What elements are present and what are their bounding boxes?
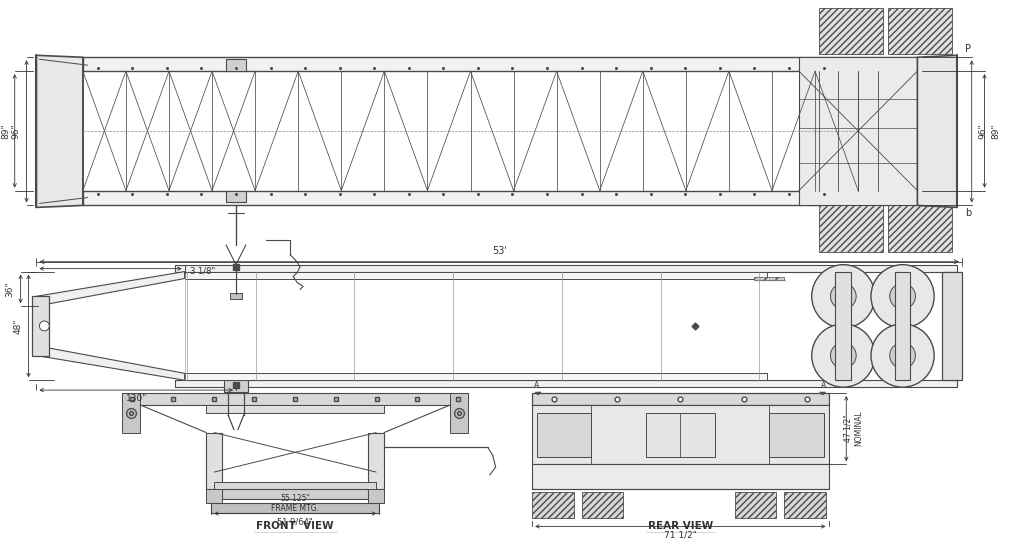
- Text: FRONT  VIEW: FRONT VIEW: [256, 522, 334, 531]
- Polygon shape: [918, 55, 956, 207]
- Bar: [211, 503, 379, 512]
- Polygon shape: [819, 392, 825, 395]
- Bar: [32, 296, 49, 355]
- Text: 3 1/8": 3 1/8": [189, 267, 215, 275]
- Bar: [175, 265, 956, 272]
- Circle shape: [830, 284, 856, 309]
- Circle shape: [871, 324, 934, 387]
- Circle shape: [830, 343, 856, 368]
- Text: 36": 36": [6, 281, 14, 297]
- Bar: [83, 57, 918, 71]
- Bar: [224, 380, 248, 392]
- Bar: [175, 380, 956, 387]
- Bar: [888, 205, 952, 252]
- Text: 47 1/2"
NOMINAL: 47 1/2" NOMINAL: [844, 411, 863, 447]
- Polygon shape: [37, 272, 184, 306]
- Circle shape: [871, 265, 934, 328]
- Bar: [532, 393, 828, 405]
- Bar: [184, 373, 767, 380]
- Bar: [784, 492, 825, 518]
- Text: 96": 96": [11, 124, 20, 139]
- Bar: [769, 413, 823, 457]
- Bar: [226, 59, 246, 71]
- Text: 71 1/2": 71 1/2": [664, 530, 696, 539]
- Bar: [222, 489, 369, 499]
- Bar: [214, 482, 376, 490]
- Polygon shape: [37, 55, 83, 207]
- Bar: [818, 205, 883, 252]
- Text: 89": 89": [2, 123, 11, 139]
- Bar: [451, 393, 468, 433]
- Text: 51 9/64": 51 9/64": [278, 517, 313, 526]
- Bar: [646, 413, 715, 457]
- Bar: [582, 492, 623, 518]
- Bar: [369, 433, 384, 489]
- Text: 96": 96": [979, 124, 987, 139]
- Bar: [755, 276, 784, 280]
- Text: 89": 89": [991, 123, 1000, 139]
- Bar: [123, 393, 140, 433]
- Polygon shape: [37, 346, 184, 380]
- Text: b: b: [965, 208, 971, 218]
- Bar: [226, 191, 246, 202]
- Bar: [888, 8, 952, 55]
- Bar: [230, 293, 242, 299]
- Circle shape: [39, 321, 49, 331]
- Text: REAR VIEW: REAR VIEW: [648, 522, 713, 531]
- Bar: [532, 464, 828, 489]
- Bar: [942, 272, 962, 380]
- Text: A: A: [535, 381, 540, 390]
- Bar: [369, 489, 384, 503]
- Bar: [532, 492, 573, 518]
- Bar: [206, 433, 222, 489]
- Text: 55.125"
FRAME MTG.: 55.125" FRAME MTG.: [271, 494, 319, 513]
- Bar: [83, 191, 918, 205]
- Circle shape: [812, 324, 874, 387]
- Bar: [532, 405, 828, 464]
- Bar: [206, 489, 222, 503]
- Text: P: P: [965, 44, 971, 55]
- Text: A: A: [821, 381, 826, 390]
- Bar: [799, 57, 918, 205]
- Bar: [734, 492, 776, 518]
- Text: 53': 53': [492, 246, 507, 256]
- Bar: [895, 272, 910, 380]
- Bar: [123, 393, 468, 405]
- Text: 130": 130": [126, 394, 146, 403]
- Circle shape: [812, 265, 874, 328]
- Bar: [818, 8, 883, 55]
- Circle shape: [890, 343, 915, 368]
- Circle shape: [890, 284, 915, 309]
- Bar: [184, 272, 767, 279]
- Bar: [836, 272, 851, 380]
- Polygon shape: [536, 392, 541, 395]
- Text: 48": 48": [13, 318, 23, 334]
- Bar: [206, 405, 384, 413]
- Bar: [538, 413, 592, 457]
